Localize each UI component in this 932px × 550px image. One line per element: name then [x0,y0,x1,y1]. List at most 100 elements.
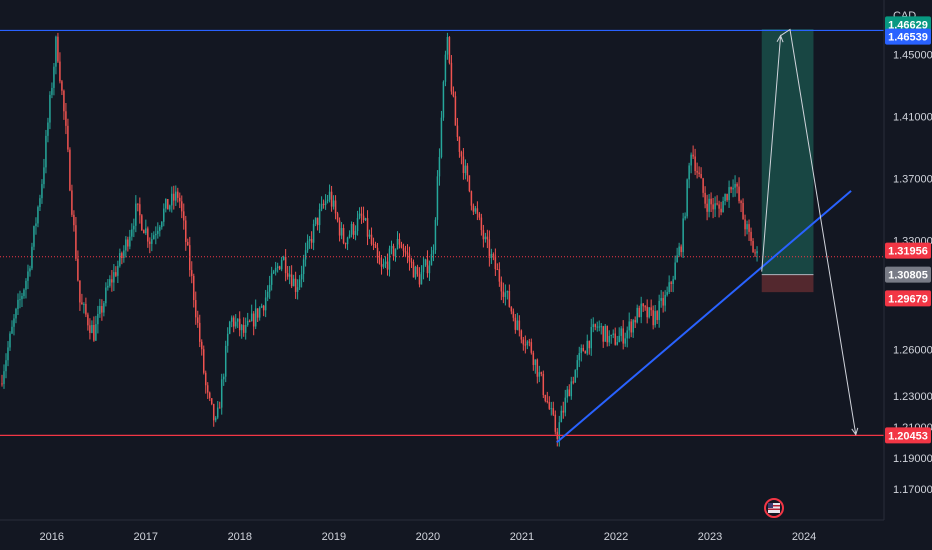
candle-body [125,239,127,251]
candle-body [193,275,195,301]
candle-body [502,291,505,297]
candle-body [206,385,209,393]
candle-body [578,353,581,361]
candle-body [514,317,517,330]
candle-body [101,306,103,313]
candle-body [177,191,179,198]
candle-body [680,246,682,253]
candle-body [25,280,27,290]
candle-body [372,244,375,246]
candle-body [576,360,579,371]
candle-body [404,250,407,253]
price-tag-label: 1.20453 [888,430,928,442]
candle-body [388,248,391,270]
candle-body [23,289,25,296]
candle-body [67,125,69,150]
candle-body [340,228,343,236]
candle-body [584,351,587,354]
time-tick-label: 2016 [39,531,63,543]
target-zone[interactable] [761,29,814,275]
candle-body [730,187,732,190]
candle-body [420,272,423,285]
projection-path[interactable] [761,28,859,436]
candle-body [554,414,557,432]
candle-body [752,241,754,253]
candle-body [510,306,513,312]
candle-body [702,178,704,193]
candle-body [732,187,734,190]
candle-body [167,199,169,210]
candle-body [286,273,289,277]
stop-zone[interactable] [761,274,814,293]
candle-body [252,313,255,327]
candle-body [189,245,191,271]
candle-body [646,306,648,318]
candle-body [256,308,259,318]
candle-body [490,254,493,258]
candle-body [470,191,473,206]
candle-body [686,179,688,217]
price-tag-box [885,16,931,33]
candle-body [610,334,612,337]
candle-body [33,226,35,247]
candle-body [220,379,223,408]
candle-body [173,193,175,201]
candle-body [722,200,724,213]
candle-body [57,36,59,62]
price-tag-label: 1.46539 [888,32,928,44]
candle-body [37,207,39,224]
candle-body [750,231,752,242]
candle-body [83,303,85,305]
candle-body [49,94,51,123]
long-position-tool[interactable] [761,29,814,293]
candle-body [274,267,277,272]
candle-body [600,326,602,328]
candle-body [416,266,419,275]
candle-body [15,308,17,319]
candle-body [153,235,155,240]
candle-body [352,223,355,235]
arrowhead-up [776,34,784,43]
projection-line[interactable] [761,28,857,435]
candle-body [7,347,9,361]
candle-body [11,326,13,334]
candle-body [626,330,628,339]
candle-body [65,111,67,126]
candle-body [570,381,573,397]
candle-body [462,156,465,174]
candle-body [756,251,758,254]
candle-body [151,239,153,244]
price-tag-box [885,290,931,307]
candle-body [536,359,539,377]
candle-body [572,381,575,383]
candle-body [472,205,475,212]
candle-body [744,219,746,230]
candle-body [604,325,606,342]
candle-body [380,264,383,267]
candle-body [674,262,676,280]
candle-body [594,324,596,327]
candle-body [41,184,43,199]
candle-body [656,311,658,321]
us-flag-icon[interactable] [764,498,784,518]
candle-body [450,62,453,92]
candle-body [119,253,121,266]
candle-body [121,253,123,259]
drawing-lines[interactable] [0,29,884,444]
candle-body [460,151,463,157]
time-axis[interactable]: 2016 2017 2018 2019 2020 2021 2022 2023 2024 [39,531,816,543]
trendline[interactable] [556,190,852,444]
candle-body [210,398,213,404]
candle-body [302,259,305,274]
time-tick-label: 2022 [604,531,628,543]
candle-body [358,213,361,219]
time-tick-label: 2019 [322,531,346,543]
candle-body [640,303,642,318]
candle-body [328,191,331,200]
candle-body [588,340,591,349]
price-tick-label: 1.19000 [893,453,932,465]
candle-body [244,324,247,333]
candle-body [592,324,594,328]
candle-body [97,313,99,325]
